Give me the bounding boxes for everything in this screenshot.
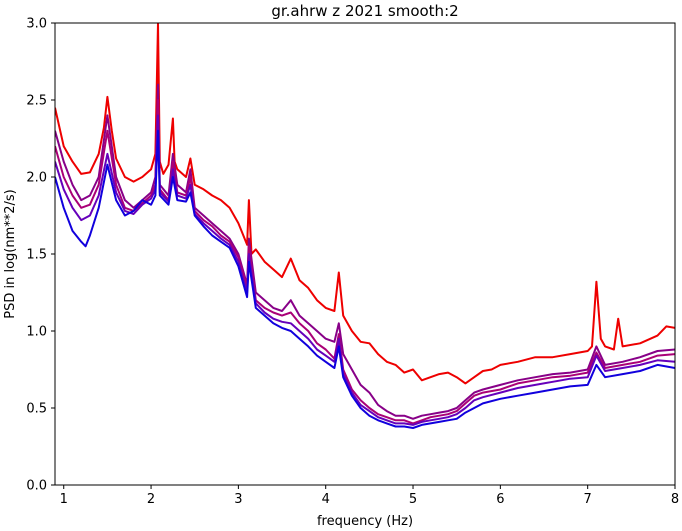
series-line-3 — [55, 99, 675, 425]
x-tick-label-3: 3 — [234, 492, 242, 507]
x-tick-label-4: 4 — [322, 492, 330, 507]
plot-frame — [54, 22, 676, 486]
y-tick-label-3: 1.0 — [26, 325, 47, 340]
x-tick-label-1: 1 — [60, 492, 68, 507]
y-tick-label-6: 2.5 — [26, 94, 47, 109]
x-tick-label-5: 5 — [409, 492, 417, 507]
y-tick-label-2: 0.5 — [26, 402, 47, 417]
chart-title: gr.ahrw z 2021 smooth:2 — [271, 2, 458, 20]
series-line-2 — [55, 83, 675, 420]
y-tick-label-5: 2.0 — [26, 171, 47, 186]
series-line-5 — [55, 129, 675, 429]
y-axis: 0.0 0.5 1.0 1.5 2.0 2.5 3.0 — [26, 17, 55, 494]
series-line-4 — [55, 114, 675, 426]
x-tick-label-8: 8 — [671, 492, 679, 507]
x-tick-label-2: 2 — [147, 492, 155, 507]
y-axis-label: PSD in log(nm**2/s) — [3, 189, 18, 319]
series-layer — [55, 23, 675, 429]
x-axis: 1 2 3 4 5 6 7 8 — [60, 485, 679, 507]
x-tick-label-6: 6 — [496, 492, 504, 507]
y-tick-label-4: 1.5 — [26, 248, 47, 263]
x-axis-label: frequency (Hz) — [317, 514, 413, 529]
series-line-1 — [55, 23, 675, 385]
y-tick-label-1: 0.0 — [26, 479, 47, 494]
y-tick-label-7: 3.0 — [26, 17, 47, 32]
x-tick-label-7: 7 — [584, 492, 592, 507]
